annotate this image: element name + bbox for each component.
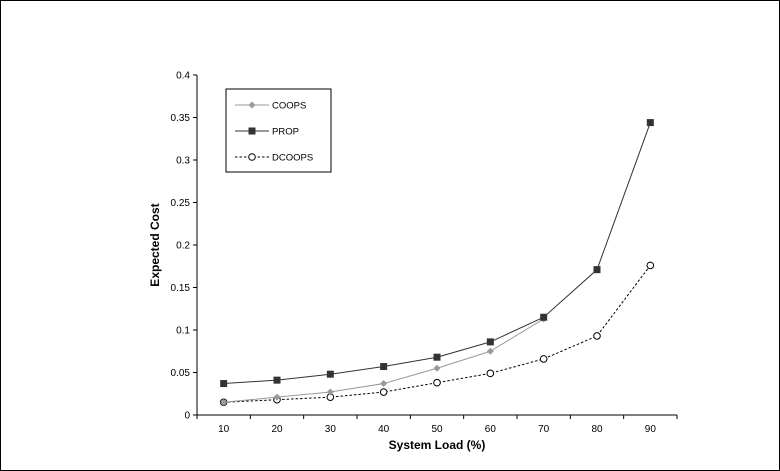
y-tick-label: 0.05 [171, 368, 191, 379]
y-tick-label: 0.2 [176, 241, 190, 252]
data-point-prop [540, 313, 548, 321]
y-tick-label: 0.1 [176, 326, 190, 337]
x-axis-title: System Load (%) [389, 438, 486, 452]
data-point-dcoops [593, 332, 601, 340]
x-tick-label: 50 [431, 424, 443, 435]
data-point-prop [380, 363, 388, 371]
data-point-prop [593, 266, 601, 274]
legend-label-prop: PROP [272, 127, 299, 138]
y-tick-label: 0.4 [176, 71, 190, 82]
y-tick-label: 0.3 [176, 156, 190, 167]
data-point-dcoops [486, 369, 495, 378]
x-tick-label: 30 [325, 424, 337, 435]
y-tick-label: 0.15 [171, 283, 191, 294]
x-tick-label: 60 [485, 424, 497, 435]
x-tick-label: 90 [645, 424, 657, 435]
data-point-dcoops [433, 378, 441, 387]
y-axis-title: Expected Cost [148, 203, 162, 286]
x-tick-label: 10 [218, 424, 230, 435]
x-tick-label: 70 [538, 424, 550, 435]
data-point-coops [433, 364, 441, 372]
data-point-dcoops [646, 261, 655, 270]
x-tick-label: 20 [271, 424, 283, 435]
y-axis-ticks: 0 0.05 0.1 0.15 0.2 0.25 0.3 0.35 0.4 [171, 71, 197, 422]
legend-marker-coops [248, 101, 256, 109]
legend-label-coops: COOPS [272, 101, 306, 112]
data-point-coops [380, 380, 388, 388]
data-point-prop [433, 353, 441, 361]
legend-label-dcoops: DCOOPS [272, 153, 313, 164]
y-tick-label: 0.35 [171, 113, 191, 124]
data-point-dcoops [539, 355, 548, 363]
data-point-coops [273, 393, 281, 401]
legend: COOPS PROP DCOOPS [225, 88, 332, 173]
data-point-prop [486, 338, 494, 346]
x-tick-label: 40 [378, 424, 390, 435]
data-point-prop [220, 380, 228, 388]
series-layer [219, 119, 655, 407]
data-point-prop [273, 376, 281, 384]
y-tick-label: 0 [184, 411, 190, 422]
legend-marker-prop [248, 127, 256, 135]
x-tick-label: 80 [591, 424, 603, 435]
data-point-dcoops [379, 388, 388, 396]
data-point-prop [326, 370, 334, 378]
data-point-coops [326, 388, 334, 396]
y-tick-label: 0.25 [171, 198, 191, 209]
legend-marker-dcoops [248, 153, 256, 161]
series-dcoops [219, 261, 655, 407]
series-prop [220, 119, 654, 388]
data-point-coops [486, 347, 494, 355]
data-point-prop [646, 119, 654, 127]
data-point-coops [220, 398, 228, 406]
x-axis-ticks: 10 20 30 40 50 60 70 80 90 [196, 415, 678, 435]
